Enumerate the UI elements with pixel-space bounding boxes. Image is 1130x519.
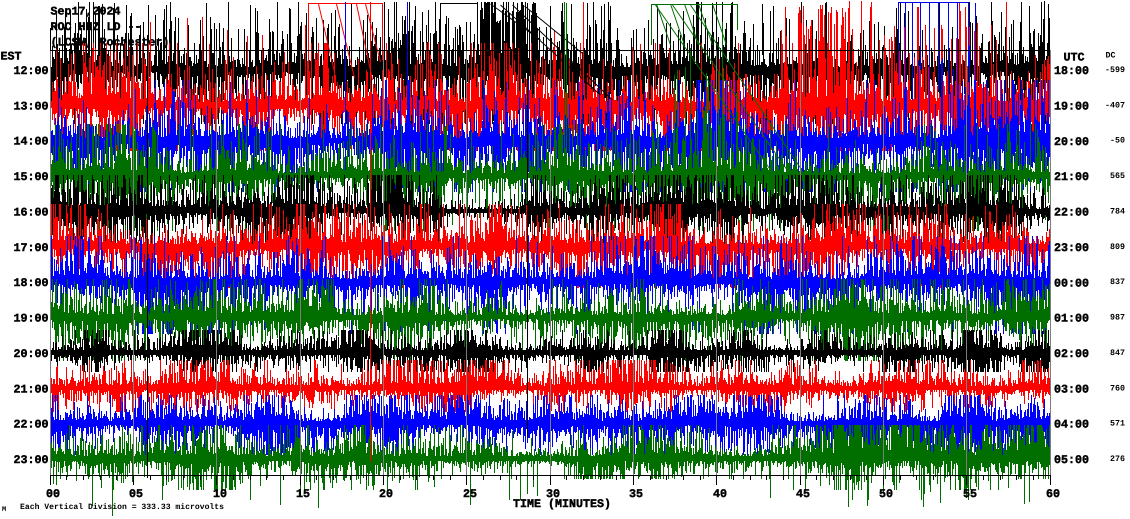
- svg-text:05:00: 05:00: [1054, 453, 1089, 467]
- svg-text:00:00: 00:00: [1054, 276, 1089, 290]
- svg-text:21:00: 21:00: [1054, 170, 1089, 184]
- svg-text:55: 55: [963, 487, 977, 501]
- svg-text:22:00: 22:00: [1054, 206, 1089, 220]
- svg-text:40: 40: [713, 487, 727, 501]
- svg-text:Sep17,2024: Sep17,2024: [51, 5, 121, 19]
- svg-text:20: 20: [379, 487, 393, 501]
- svg-text:05: 05: [129, 487, 143, 501]
- svg-text:784: 784: [1110, 207, 1125, 217]
- svg-text:35: 35: [629, 487, 643, 501]
- svg-text:03:00: 03:00: [1054, 382, 1089, 396]
- svg-text:(LCSN, Rochester): (LCSN, Rochester): [51, 36, 170, 50]
- svg-text:14:00: 14:00: [14, 135, 49, 149]
- svg-text:20:00: 20:00: [14, 347, 49, 361]
- svg-text:DC: DC: [1106, 51, 1116, 61]
- svg-text:50: 50: [879, 487, 893, 501]
- svg-text:760: 760: [1110, 383, 1125, 393]
- svg-text:837: 837: [1110, 277, 1125, 287]
- svg-text:18:00: 18:00: [1054, 64, 1089, 78]
- svg-text:45: 45: [796, 487, 810, 501]
- svg-text:23:00: 23:00: [1054, 241, 1089, 255]
- svg-text:TIME (MINUTES): TIME (MINUTES): [513, 497, 611, 511]
- svg-text:23:00: 23:00: [14, 453, 49, 467]
- svg-text:17:00: 17:00: [14, 241, 49, 255]
- svg-text:19:00: 19:00: [1054, 100, 1089, 114]
- svg-text:-599: -599: [1105, 65, 1125, 75]
- svg-text:30: 30: [546, 487, 560, 501]
- svg-text:00: 00: [46, 487, 60, 501]
- svg-text:809: 809: [1110, 242, 1125, 252]
- svg-text:16:00: 16:00: [14, 206, 49, 220]
- svg-text:-50: -50: [1110, 136, 1125, 146]
- svg-text:15:00: 15:00: [14, 170, 49, 184]
- svg-text:UTC: UTC: [1064, 51, 1085, 65]
- svg-text:276: 276: [1110, 454, 1125, 464]
- svg-text:847: 847: [1110, 348, 1125, 358]
- svg-text:EST: EST: [1, 50, 22, 64]
- svg-text:21:00: 21:00: [14, 382, 49, 396]
- svg-text:571: 571: [1110, 419, 1125, 429]
- svg-text:987: 987: [1110, 313, 1125, 323]
- svg-text:25: 25: [463, 487, 477, 501]
- svg-text:M: M: [2, 506, 6, 514]
- svg-text:565: 565: [1110, 171, 1125, 181]
- svg-text:20:00: 20:00: [1054, 135, 1089, 149]
- svg-text:12:00: 12:00: [14, 64, 49, 78]
- svg-text:19:00: 19:00: [14, 312, 49, 326]
- svg-text:18:00: 18:00: [14, 276, 49, 290]
- svg-text:-407: -407: [1105, 100, 1125, 110]
- svg-text:10: 10: [213, 487, 227, 501]
- svg-text:15: 15: [296, 487, 310, 501]
- svg-text:02:00: 02:00: [1054, 347, 1089, 361]
- svg-text:60: 60: [1046, 487, 1060, 501]
- svg-text:01:00: 01:00: [1054, 312, 1089, 326]
- svg-text:04:00: 04:00: [1054, 418, 1089, 432]
- svg-text:13:00: 13:00: [14, 99, 49, 113]
- svg-text:22:00: 22:00: [14, 418, 49, 432]
- svg-text:Each Vertical Division = 333.: Each Vertical Division = 333.33 microvol…: [20, 503, 224, 512]
